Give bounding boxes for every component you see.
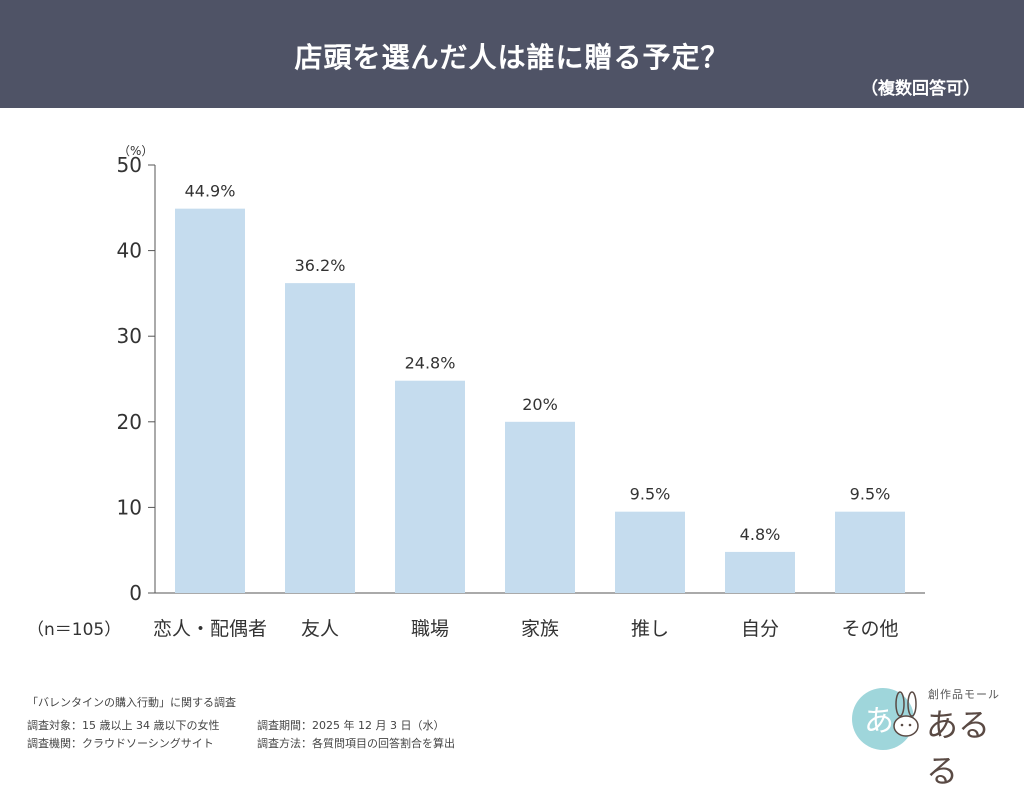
x-tick-label: 恋人・配偶者 [153, 618, 267, 640]
aruru-logo: あ 創作品モール あるる [850, 684, 1010, 790]
bar [285, 283, 355, 593]
data-label: 9.5% [850, 485, 891, 504]
data-label: 36.2% [295, 256, 346, 275]
y-tick-label: 30 [117, 324, 142, 348]
data-label: 4.8% [740, 525, 781, 544]
bar [835, 511, 905, 593]
survey-name: 「バレンタインの購入行動」に関する調査 [27, 696, 236, 709]
sample-size-note: （n＝105） [27, 620, 121, 640]
bar [395, 380, 465, 593]
x-tick-label: 推し [631, 618, 669, 640]
rabbit-logo-icon [893, 691, 919, 737]
y-unit-label: （%） [118, 144, 153, 158]
y-tick-label: 40 [117, 239, 142, 263]
x-tick-label: その他 [841, 618, 898, 640]
survey-agency: 調査機関：クラウドソーシングサイト [27, 737, 214, 750]
y-tick-label: 20 [117, 410, 142, 434]
bar [175, 208, 245, 593]
logo-name: あるる [926, 706, 991, 790]
x-tick-label: 自分 [741, 618, 779, 640]
data-label: 20% [522, 395, 558, 414]
logo-tagline: 創作品モール [928, 688, 1000, 701]
bar [615, 511, 685, 593]
y-tick-label: 0 [129, 581, 142, 605]
chart-title: 店頭を選んだ人は誰に贈る予定？ [294, 41, 730, 74]
logo-badge-letter: あ [864, 704, 894, 739]
chart-subtitle: （複数回答可） [861, 79, 980, 99]
survey-target: 調査対象：15 歳以上 34 歳以下の女性 [27, 719, 220, 732]
y-tick-label: 10 [117, 495, 142, 519]
bar-chart: 0 10 20 30 40 50（%） （n＝105） 44.9% 恋人・配偶者 36.2% 友人 2… [27, 144, 925, 640]
data-label: 24.8% [405, 354, 456, 373]
bar [725, 551, 795, 593]
survey-period: 調査期間：2025 年 12 月 3 日（水） [257, 719, 445, 732]
y-tick-label: 50 [117, 153, 142, 177]
data-label: 44.9% [185, 182, 236, 201]
bar [505, 421, 575, 593]
data-label: 9.5% [630, 485, 671, 504]
survey-method: 調査方法：各質問項目の回答割合を算出 [257, 737, 455, 750]
x-tick-label: 職場 [411, 618, 449, 640]
x-tick-label: 友人 [301, 618, 339, 640]
x-tick-label: 家族 [521, 618, 559, 640]
header-banner: 店頭を選んだ人は誰に贈る予定？ （複数回答可） [0, 0, 1024, 108]
